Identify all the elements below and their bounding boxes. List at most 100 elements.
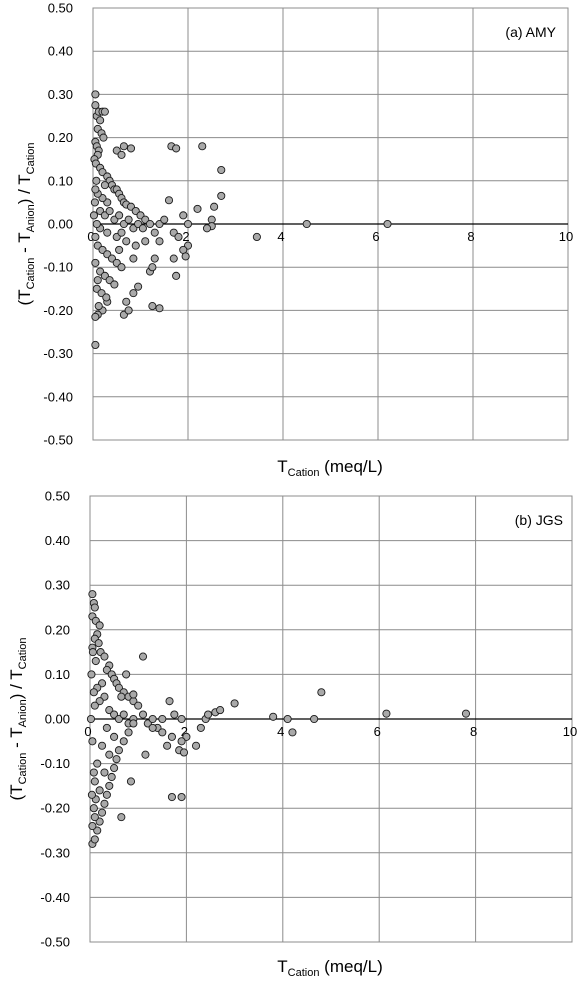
data-point [122, 237, 131, 246]
data-point [90, 813, 99, 822]
data-point [102, 293, 111, 302]
data-point [90, 198, 99, 207]
y-tick-label: 0.40 [45, 533, 70, 548]
y-tick-label: -0.30 [43, 346, 73, 361]
data-point [150, 254, 159, 263]
data-point [172, 271, 181, 280]
x-tick-label: 8 [470, 724, 477, 739]
data-point [134, 701, 143, 710]
data-points-b [86, 590, 471, 848]
x-tick-labels-b: 0 2 4 6 8 10 [84, 724, 577, 739]
y-axis-title-sub: Anion [25, 204, 37, 232]
data-point [93, 276, 102, 285]
data-point [102, 723, 111, 732]
data-point [100, 652, 109, 661]
data-point [88, 737, 97, 746]
data-point [89, 211, 98, 220]
y-tick-label: -0.20 [43, 303, 73, 318]
y-axis-title-part: (T [7, 784, 26, 800]
data-point [117, 228, 126, 237]
data-point [196, 723, 205, 732]
data-point [155, 237, 164, 246]
data-point [138, 652, 148, 661]
data-point [165, 697, 174, 706]
x-tick-label: 10 [563, 724, 577, 739]
data-point [191, 741, 201, 750]
y-axis-title-sub: Cation [25, 258, 37, 290]
panel-label-bg-b [484, 508, 566, 532]
y-tick-label: 0.20 [45, 622, 70, 637]
data-point [96, 116, 105, 125]
data-point [167, 732, 176, 741]
y-tick-label: -0.10 [40, 756, 70, 771]
data-point [90, 701, 99, 710]
data-point [117, 263, 126, 272]
data-point [114, 746, 123, 755]
data-point [88, 648, 97, 657]
data-point [105, 206, 114, 216]
y-tick-label: 0.20 [48, 130, 73, 145]
data-point [117, 813, 126, 822]
data-point [131, 241, 140, 250]
data-point [129, 289, 138, 298]
data-point [89, 768, 98, 777]
y-tick-label: 0.00 [45, 712, 70, 727]
data-point [269, 712, 278, 721]
data-point [302, 219, 311, 229]
data-point [148, 263, 157, 272]
y-tick-label: 0.00 [48, 217, 73, 232]
x-axis-title-main: T [277, 957, 287, 976]
x-axis-title-unit: (meq/L) [319, 457, 382, 476]
x-tick-label: 0 [87, 229, 94, 244]
data-point [119, 710, 128, 719]
x-tick-label: 2 [181, 724, 188, 739]
panel-label-a: (a) AMY [505, 24, 556, 40]
y-tick-label: -0.30 [40, 845, 70, 860]
data-point [103, 228, 112, 237]
data-point [90, 603, 99, 612]
x-axis-title-main: T [277, 457, 287, 476]
data-point [126, 144, 136, 153]
y-axis-title-sub: Cation [25, 143, 37, 175]
y-tick-label: -0.50 [43, 433, 73, 448]
data-point [155, 304, 164, 313]
data-point [100, 181, 109, 190]
data-point [174, 232, 183, 242]
data-point [461, 709, 471, 718]
data-point [115, 245, 124, 254]
data-point [141, 750, 150, 759]
x-tick-label: 10 [559, 229, 573, 244]
data-point [91, 90, 100, 99]
data-point [98, 741, 107, 750]
y-tick-labels-a: 0.50 0.40 0.30 0.20 0.10 0.00 -0.10 -0.2… [43, 1, 73, 448]
data-point [148, 714, 157, 724]
y-tick-label: -0.50 [40, 935, 70, 950]
data-point [252, 232, 261, 242]
y-axis-title-part: ) / T [15, 174, 34, 204]
y-tick-label: -0.40 [40, 890, 70, 905]
y-tick-label: 0.10 [48, 173, 73, 188]
y-tick-label: 0.50 [45, 489, 70, 504]
data-point [110, 280, 119, 289]
data-point [90, 835, 99, 844]
y-axis-title-b: (TCation - TAnion) / TCation [7, 638, 29, 801]
chart-panel-b: 0.50 0.40 0.30 0.20 0.10 0.00 -0.10 -0.2… [7, 489, 577, 980]
y-tick-label: 0.50 [48, 1, 73, 16]
y-axis-title-part: - T [7, 727, 26, 752]
data-point [177, 737, 186, 746]
data-point [124, 215, 133, 224]
data-point [91, 656, 100, 666]
y-axis-title-sub: Anion [17, 699, 29, 727]
data-point [202, 224, 212, 233]
y-tick-label: -0.40 [43, 389, 73, 404]
data-point [129, 690, 138, 699]
data-point [107, 772, 116, 782]
y-axis-title-part: - T [15, 232, 34, 257]
x-tick-label: 8 [467, 229, 474, 244]
data-point [126, 777, 136, 786]
x-axis-title-b: TCation (meq/L) [277, 957, 382, 979]
data-point [170, 710, 179, 719]
data-point [183, 219, 193, 229]
y-tick-labels-b: 0.50 0.40 0.30 0.20 0.10 0.00 -0.10 -0.2… [40, 489, 70, 950]
